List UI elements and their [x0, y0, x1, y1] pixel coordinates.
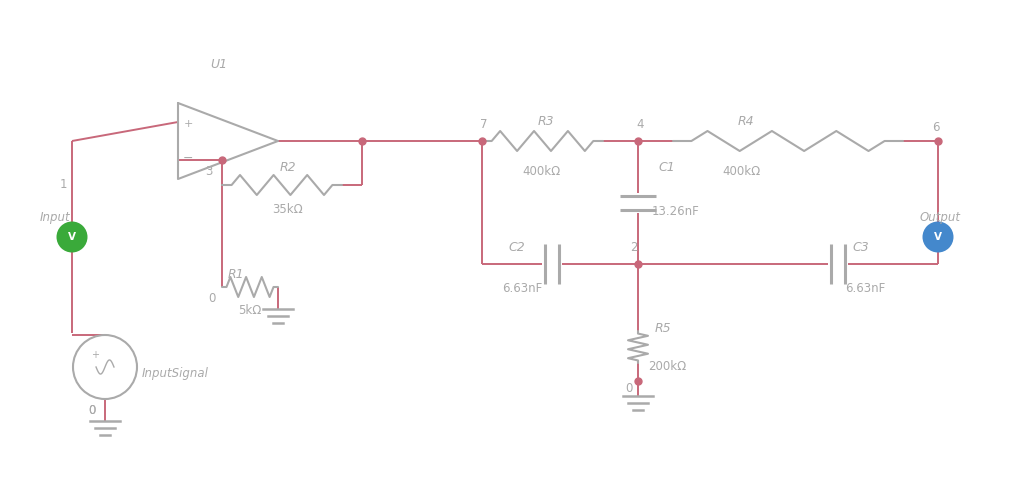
Text: Input: Input	[40, 211, 71, 224]
Circle shape	[56, 222, 87, 252]
Text: C1: C1	[658, 161, 675, 174]
Text: R1: R1	[228, 267, 245, 280]
Text: Output: Output	[920, 211, 961, 224]
Text: 5kΩ: 5kΩ	[238, 304, 261, 317]
Text: R4: R4	[738, 114, 755, 128]
Circle shape	[923, 222, 953, 252]
Text: 200kΩ: 200kΩ	[648, 360, 686, 373]
Text: 35kΩ: 35kΩ	[272, 203, 303, 216]
Text: 1: 1	[60, 178, 68, 191]
Text: 7: 7	[480, 117, 487, 131]
Text: R3: R3	[538, 114, 555, 128]
Text: U1: U1	[210, 57, 227, 70]
Text: 6.63nF: 6.63nF	[502, 282, 543, 295]
Text: V: V	[934, 232, 942, 242]
Text: 2: 2	[630, 241, 638, 253]
Text: C3: C3	[852, 241, 868, 253]
Text: 400kΩ: 400kΩ	[522, 165, 560, 178]
Text: 0: 0	[625, 383, 633, 396]
Text: 0: 0	[88, 405, 95, 418]
Text: 0: 0	[88, 405, 95, 418]
Text: 400kΩ: 400kΩ	[722, 165, 760, 178]
Text: 6: 6	[932, 120, 939, 134]
Text: −: −	[182, 152, 194, 165]
Text: InputSignal: InputSignal	[142, 367, 209, 381]
Text: 6.63nF: 6.63nF	[845, 282, 886, 295]
Text: V: V	[68, 232, 76, 242]
Text: 3: 3	[205, 165, 212, 178]
Text: 4: 4	[636, 117, 643, 131]
Text: +: +	[91, 350, 99, 360]
Text: R5: R5	[655, 322, 672, 335]
Text: +: +	[183, 119, 193, 129]
Text: 0: 0	[208, 292, 215, 305]
Text: 13.26nF: 13.26nF	[652, 205, 699, 218]
Text: C2: C2	[508, 241, 524, 253]
Text: R2: R2	[280, 161, 297, 174]
